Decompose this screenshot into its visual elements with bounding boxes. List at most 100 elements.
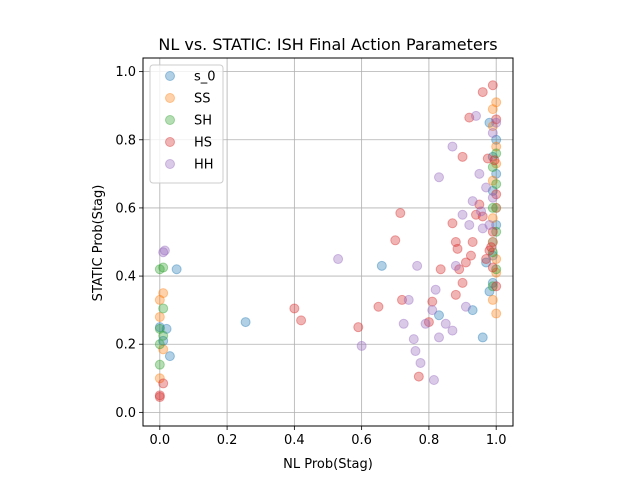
data-point [491,308,502,319]
data-point [158,344,169,355]
legend-label: HH [194,158,214,173]
data-point [154,323,165,334]
data-point [487,185,498,196]
data-point [460,257,471,268]
data-point [154,339,165,350]
data-point [487,213,498,224]
data-point [420,318,431,329]
data-point [487,250,498,261]
legend-marker [165,115,175,125]
data-point [487,192,498,203]
data-point [161,323,172,334]
legend-marker [165,71,175,81]
legend-label: SS [194,92,211,107]
data-point [487,294,498,305]
data-point [164,351,175,362]
data-point [154,359,165,370]
data-point [487,237,498,247]
data-point [240,317,251,328]
data-point [491,264,502,275]
data-point [457,209,468,220]
data-point [154,311,165,322]
data-point [487,175,498,186]
data-point [460,301,471,312]
data-point [296,315,307,326]
data-point [477,223,488,234]
data-point [491,254,502,265]
data-point [390,235,401,246]
chart-title: NL vs. STATIC: ISH Final Action Paramete… [158,35,497,54]
data-point [471,110,481,121]
data-point [491,97,502,108]
data-point [487,202,498,213]
data-point [457,277,468,288]
data-point [474,168,485,179]
series-SH [154,148,502,370]
data-point [440,318,451,329]
data-point [447,325,458,336]
data-point [491,202,502,213]
data-point [154,390,165,401]
data-point [158,303,169,314]
legend-marker [165,93,175,103]
data-point [487,226,498,237]
data-point [450,237,461,247]
data-point [423,317,434,328]
data-point [491,141,502,152]
legend: s_0 SS SH HS HH [149,64,224,184]
data-point [408,334,419,345]
data-point [430,284,441,295]
data-point [484,219,495,230]
data-point [356,340,367,351]
series-HS [154,80,502,403]
y-tick-label: 0.8 [115,133,136,148]
data-point [434,310,444,321]
data-point [481,254,492,265]
data-point [395,208,406,219]
y-tick-label: 1.0 [115,65,136,80]
data-point [467,196,478,207]
data-point [158,262,169,273]
data-point [487,80,498,91]
x-axis-label: NL Prob(Stag) [283,457,373,472]
data-point [158,335,169,346]
data-point [467,305,478,316]
data-point [447,141,458,152]
data-point [491,267,502,278]
data-point [154,392,165,403]
data-point [373,301,384,312]
data-point [450,260,461,271]
data-point [491,114,502,125]
data-point [481,182,492,193]
legend-label: SH [194,114,212,129]
data-point [464,219,475,230]
data-point [477,87,488,98]
data-points [154,80,502,403]
data-point [159,245,170,256]
data-point [491,202,502,213]
data-point [491,281,502,292]
x-tick-label: 0.6 [351,433,372,448]
data-point [434,172,444,183]
legend-marker [165,159,175,169]
data-point [450,289,461,300]
data-point [491,226,502,237]
legend-label: HS [194,136,212,151]
data-point [471,209,481,220]
data-point [154,264,165,275]
y-axis-ticks: 0.0 0.2 0.4 0.6 0.8 1.0 [115,65,143,421]
data-point [289,303,300,314]
data-point [484,286,495,297]
data-point [158,378,169,389]
data-point [487,151,498,162]
data-point [477,332,488,343]
data-point [454,264,465,275]
x-tick-label: 1.0 [486,433,507,448]
data-point [487,104,498,115]
data-point [484,245,495,256]
y-tick-label: 0.0 [115,406,136,421]
data-point [171,264,182,275]
data-point [410,346,421,357]
data-point [397,294,407,305]
